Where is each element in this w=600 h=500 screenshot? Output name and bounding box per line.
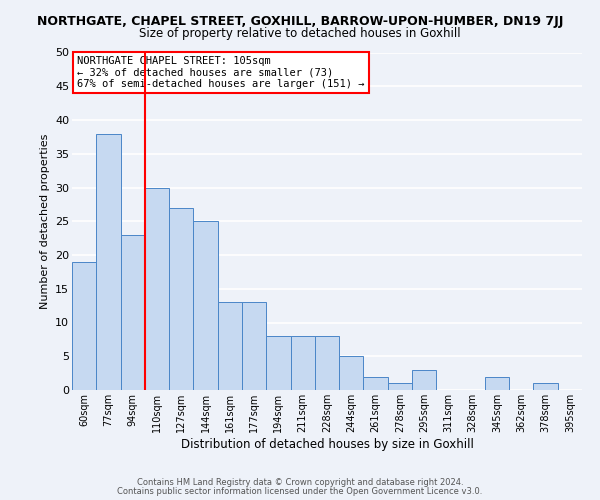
Bar [339, 356, 364, 390]
X-axis label: Distribution of detached houses by size in Goxhill: Distribution of detached houses by size … [181, 438, 473, 450]
Bar [388, 383, 412, 390]
Bar [266, 336, 290, 390]
Text: Contains HM Land Registry data © Crown copyright and database right 2024.: Contains HM Land Registry data © Crown c… [137, 478, 463, 487]
Bar [412, 370, 436, 390]
Bar [169, 208, 193, 390]
Bar [533, 383, 558, 390]
Bar [96, 134, 121, 390]
Bar [315, 336, 339, 390]
Bar [485, 376, 509, 390]
Bar [145, 188, 169, 390]
Bar [364, 376, 388, 390]
Bar [218, 302, 242, 390]
Bar [290, 336, 315, 390]
Text: Size of property relative to detached houses in Goxhill: Size of property relative to detached ho… [139, 28, 461, 40]
Bar [121, 235, 145, 390]
Bar [72, 262, 96, 390]
Text: NORTHGATE CHAPEL STREET: 105sqm
← 32% of detached houses are smaller (73)
67% of: NORTHGATE CHAPEL STREET: 105sqm ← 32% of… [77, 56, 365, 89]
Text: Contains public sector information licensed under the Open Government Licence v3: Contains public sector information licen… [118, 487, 482, 496]
Text: NORTHGATE, CHAPEL STREET, GOXHILL, BARROW-UPON-HUMBER, DN19 7JJ: NORTHGATE, CHAPEL STREET, GOXHILL, BARRO… [37, 15, 563, 28]
Y-axis label: Number of detached properties: Number of detached properties [40, 134, 50, 309]
Bar [193, 221, 218, 390]
Bar [242, 302, 266, 390]
